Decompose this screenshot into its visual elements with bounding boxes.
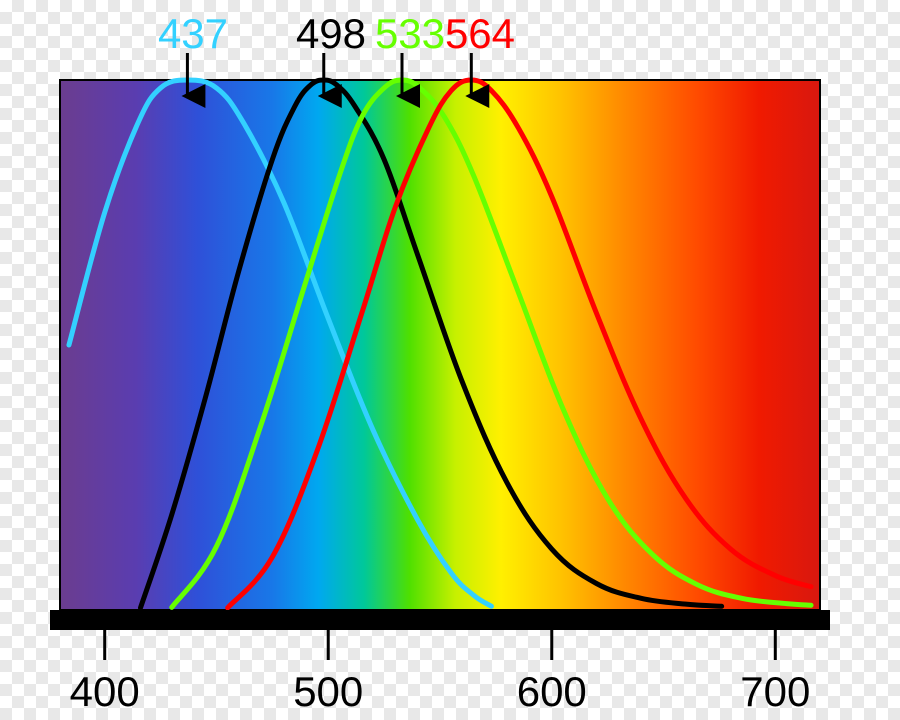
x-tick-label: 600 [517,668,587,715]
x-tick-label: 500 [293,668,363,715]
x-tick-label: 700 [740,668,810,715]
cone-response-chart: 400 500 600 700 437 498533564 [0,0,900,720]
x-axis-bar [50,610,830,630]
x-axis-ticks: 400 500 600 700 [70,630,811,715]
x-tick-label: 400 [70,668,140,715]
peak-label-437: 437 [158,10,228,57]
peak-label-498: 498 [296,10,366,57]
spectrum-background [60,80,820,610]
peak-label-564: 564 [445,10,515,57]
peak-label-533: 533 [375,10,445,57]
